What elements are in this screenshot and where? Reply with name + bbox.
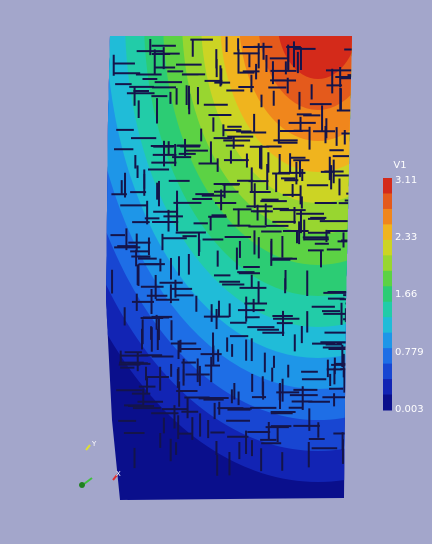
colorbar-segment (383, 224, 392, 241)
colorbar-segment (383, 379, 392, 396)
colorbar-segment (383, 332, 392, 349)
colorbar-segment (383, 239, 392, 256)
legend-label: 0.779 (395, 347, 424, 358)
legend-label: 1.66 (395, 289, 417, 300)
colorbar-segment (383, 270, 392, 287)
colorbar-segment (383, 286, 392, 303)
colorbar-segment (383, 255, 392, 272)
legend-label: 2.33 (395, 232, 417, 243)
legend-title: V1 (393, 160, 406, 171)
triad-y-label: Y (91, 440, 97, 448)
colorbar-segment (383, 317, 392, 334)
colorbar-segment (383, 301, 392, 318)
colorbar-segment (383, 178, 392, 194)
legend-label: 0.003 (395, 404, 424, 415)
colorbar-segment (383, 363, 392, 380)
legend-label: 3.11 (395, 175, 417, 186)
axes-triad: Y X (79, 440, 121, 488)
triad-x-label: X (116, 470, 121, 478)
triad-y (85, 444, 91, 451)
colorbar-segment (383, 208, 392, 225)
triad-origin (79, 482, 85, 488)
triad-z (83, 477, 93, 485)
fiber-lines (110, 36, 352, 476)
triad-x (112, 474, 118, 481)
colorbar (383, 178, 392, 411)
colorbar-segment (383, 394, 392, 411)
colorbar-segment (383, 348, 392, 365)
colorbar-segment (383, 193, 392, 210)
